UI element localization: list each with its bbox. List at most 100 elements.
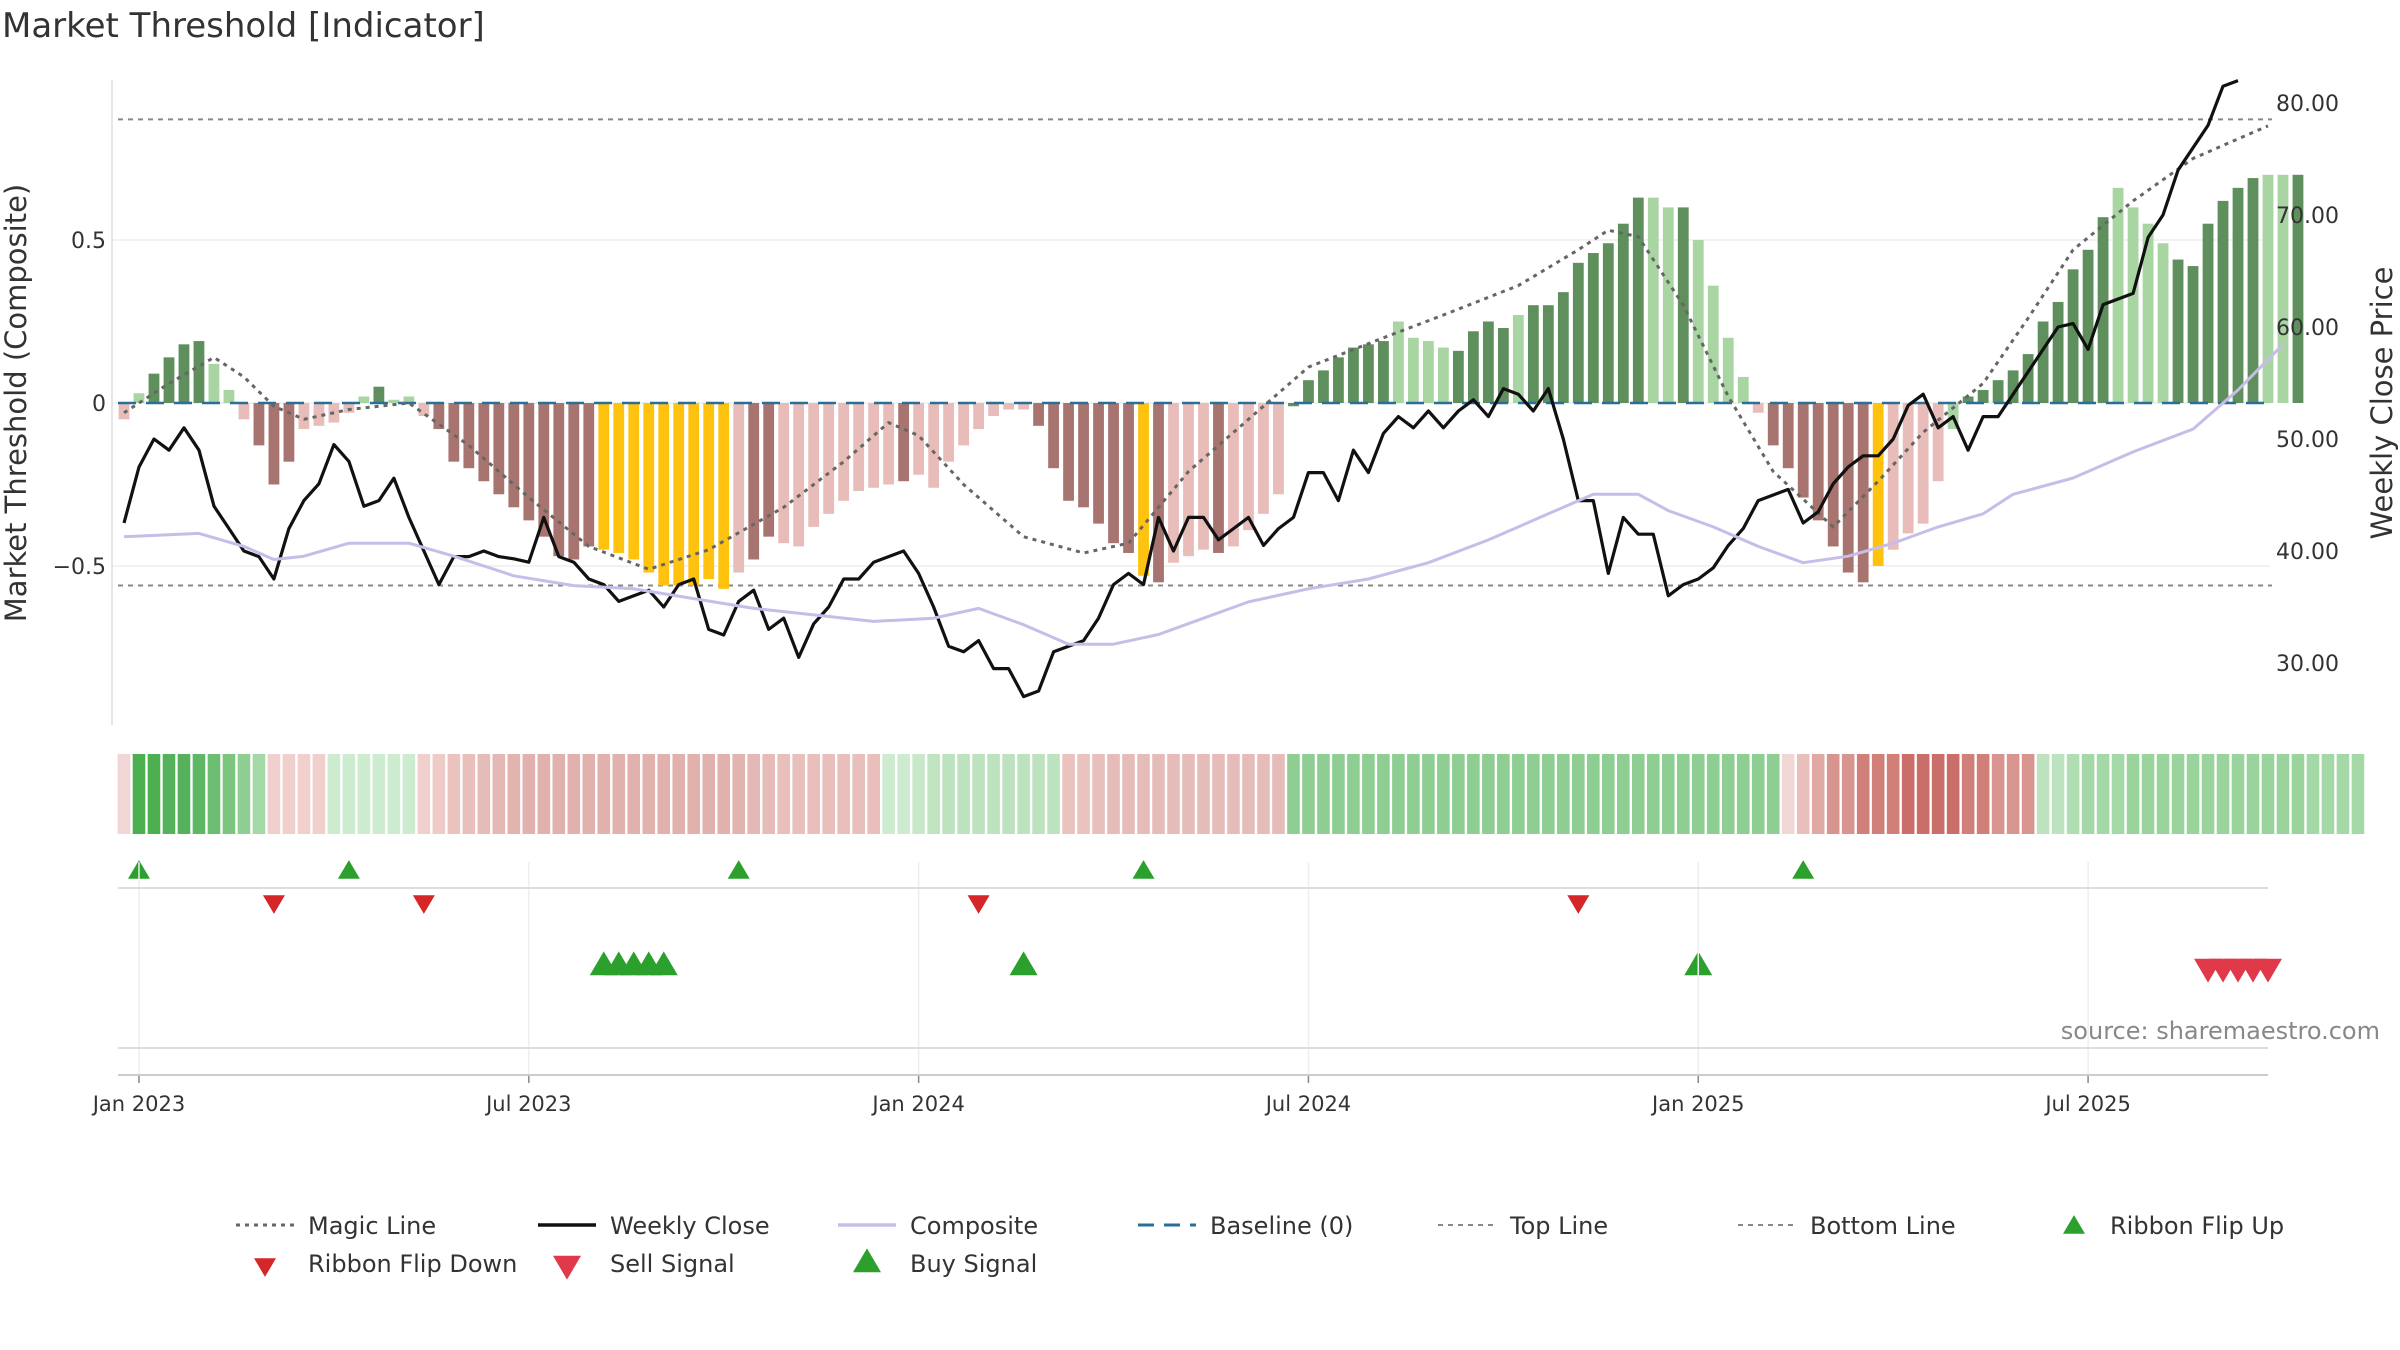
ribbon-cell [1691,754,1705,834]
ribbon-cell [2306,754,2320,834]
composite-bar [2292,174,2304,403]
composite-bar [1048,403,1059,469]
ribbon-cell [1407,754,1420,834]
composite-bar [718,403,730,589]
composite-bar [538,403,550,537]
ribbon-cell [507,754,521,834]
ribbon-cell [1766,754,1780,834]
composite-bar [388,399,400,403]
composite-bar [2112,187,2124,403]
ribbon-cell [2276,754,2290,834]
legend-label: Top Line [1509,1212,1608,1240]
ribbon-cell [192,754,206,834]
ribbon-cell [1811,754,1825,834]
ribbon-cell [612,754,626,834]
ribbon-cell [552,754,566,834]
legend-label: Buy Signal [910,1250,1037,1278]
composite-bar [1482,321,1494,403]
composite-bar [163,357,175,403]
ribbon-cell [312,754,326,834]
composite-bar [208,363,220,403]
composite-bar [1602,243,1614,403]
ribbon-cell [522,754,536,834]
ribbon-cell [1676,754,1690,834]
ribbon-flip-down-marker [412,895,435,914]
ribbon-cell [1856,754,1870,834]
weekly-close-line [122,79,2239,699]
composite-bar [463,403,475,469]
ribbon-cell [2036,754,2050,834]
composite-bar [1692,240,1704,403]
composite-bar [403,396,415,403]
ribbon-cell [2336,754,2350,834]
ribbon-cell [1467,754,1480,834]
ribbon-cell [582,754,596,834]
ribbon-cell [1826,754,1840,834]
composite-bar [238,403,250,420]
y2-tick-label: 50.00 [2276,428,2339,453]
ribbon-cell [1841,754,1855,834]
ribbon-cell [852,754,865,834]
sell-signal-marker [2254,958,2282,983]
x-axis: Jan 2023 Jul 2023 Jan 2024 Jul 2024 Jan 2025… [91,862,2268,1116]
composite-bar [148,373,160,403]
composite-bar [2022,354,2034,403]
ribbon-cell [1182,754,1195,834]
legend-label: Baseline (0) [1210,1212,1353,1240]
composite-bar [1527,305,1539,403]
composite-bar [1917,403,1929,524]
ribbon-cell [1122,754,1135,834]
ribbon-cell [177,754,191,834]
ribbon-cell [1602,754,1615,834]
ribbon-cell [207,754,221,834]
chart-title: Market Threshold [Indicator] [2,6,485,46]
legend-item-buy: Buy Signal [853,1248,1037,1278]
ribbon-cell [1751,754,1765,834]
ribbon-cell [237,754,251,834]
ribbon-cell [147,754,161,834]
composite-bar [2172,259,2184,403]
ribbon-cell [972,754,985,834]
composite-bar [2277,174,2289,403]
ribbon-cell [627,754,641,834]
x-tick-label: Jan 2023 [91,1092,186,1116]
ribbon-cell [117,754,131,834]
ribbon-cell [1736,754,1750,834]
composite-bar [2247,178,2259,403]
x-tick-label: Jan 2024 [870,1092,965,1116]
composite-bar [943,403,955,462]
composite-bar [1812,403,1824,521]
ribbon-cell [1332,754,1345,834]
ribbon-cell [882,754,895,834]
y-tick-label: 0 [92,392,106,417]
ribbon-cell [672,754,686,834]
composite-bar [1452,350,1464,403]
composite-bar [583,403,595,547]
composite-bar [2052,301,2064,403]
composite-bar [1138,403,1149,576]
y2-tick-label: 40.00 [2276,540,2339,565]
composite-bar [1752,403,1764,413]
source-credit: source: sharemaestro.com [2061,1017,2380,1045]
ribbon-cell [372,754,386,834]
ribbon-cell [642,754,656,834]
composite-bar [1363,344,1374,403]
ribbon-cell [2066,754,2080,834]
ribbon-cell [1092,754,1105,834]
ribbon-cell [342,754,356,834]
legend-swatch [853,1248,881,1273]
composite-bar [1018,403,1029,410]
composite-bar [2097,217,2109,403]
composite-bar [778,403,790,544]
legend-item-bottom: Bottom Line [1738,1212,1956,1240]
composite-bar [733,403,745,573]
ribbon-flip-down-marker [262,895,285,914]
legend-swatch [254,1258,276,1277]
composite-bar [703,403,715,580]
legend-label: Composite [910,1212,1038,1240]
composite-bar [628,403,640,560]
composite-bar [1093,403,1104,524]
composite-bar [1977,389,1989,403]
legend-label: Bottom Line [1810,1212,1956,1240]
